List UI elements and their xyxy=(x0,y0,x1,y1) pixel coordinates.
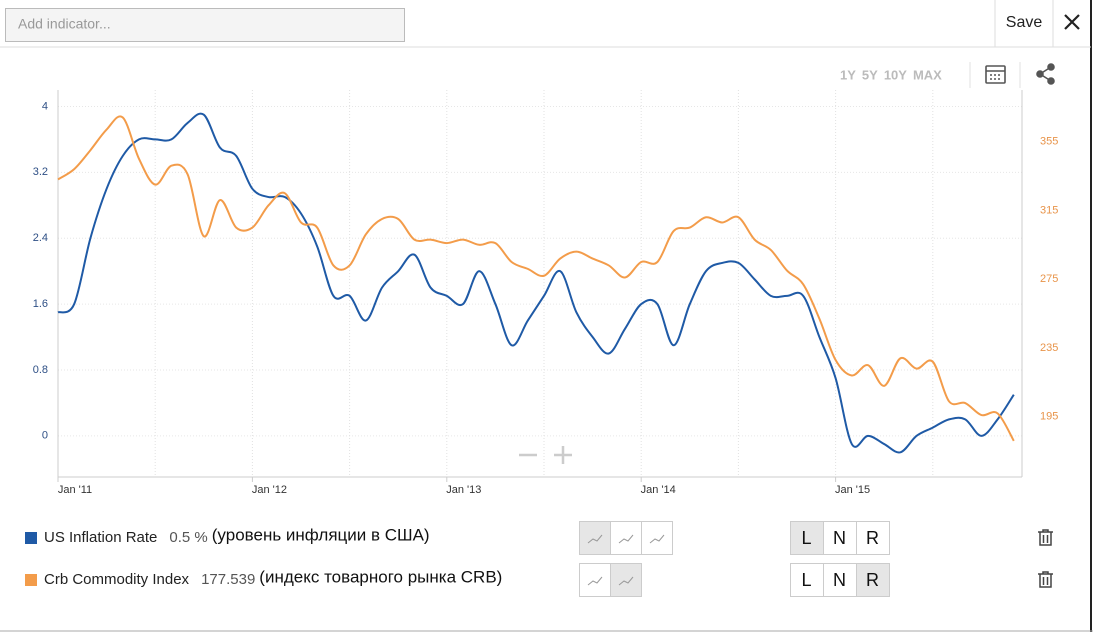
save-button[interactable]: Save xyxy=(1006,14,1043,31)
chart-type-icon xyxy=(587,534,603,544)
legend-annotation: (индекс товарного рынка CRB) xyxy=(259,567,502,586)
axis-button[interactable] xyxy=(823,563,857,597)
chart-type-icon xyxy=(618,534,634,544)
axis-button[interactable] xyxy=(790,563,824,597)
delete-button[interactable] xyxy=(1038,529,1053,546)
axis-button-label: L xyxy=(801,570,811,590)
indicator-input[interactable] xyxy=(5,8,405,42)
x-tick-label: Jan '11 xyxy=(58,484,92,496)
input-placeholder: Add indicator... xyxy=(18,16,111,32)
axis-button-label: N xyxy=(833,570,846,590)
legend-name: Crb Commodity Index xyxy=(44,571,190,588)
series-line xyxy=(57,112,1015,454)
zoom-controls[interactable] xyxy=(519,446,572,464)
axis-button-label: R xyxy=(866,528,879,548)
calendar-icon[interactable] xyxy=(985,65,1006,84)
chart-type-button[interactable] xyxy=(579,521,611,555)
legend-annotation: (уровень инфляции в США) xyxy=(212,525,430,544)
y2-tick-label: 315 xyxy=(1040,204,1058,216)
y-tick-label: 0 xyxy=(42,430,48,442)
chart-type-button[interactable] xyxy=(641,521,673,555)
x-tick-label: Jan '13 xyxy=(446,484,481,496)
close-button[interactable] xyxy=(1064,14,1080,30)
legend: US Inflation Rate 0.5 % (уровень инфляции … xyxy=(25,521,1053,597)
legend-swatch xyxy=(25,532,37,544)
x-tick-label: Jan '12 xyxy=(252,484,287,496)
chart-type-icon xyxy=(618,576,634,586)
chart-type-button[interactable] xyxy=(579,563,611,597)
chart-type-icon xyxy=(649,534,665,544)
series-line xyxy=(57,115,1015,442)
y-tick-label: 4 xyxy=(42,100,48,112)
share-icon[interactable] xyxy=(1036,63,1055,85)
plot: 0 0.8 1.6 2.4 3.2 4 195 235 275 315 355 Jan '11 Jan … xyxy=(33,90,1058,496)
y-tick-label: 1.6 xyxy=(33,298,48,310)
range-button[interactable]: 10Y xyxy=(884,67,907,82)
range-button[interactable]: 5Y xyxy=(862,67,878,82)
range-buttons: 1Y 5Y 10Y MAX xyxy=(840,67,942,82)
axis-button-label: N xyxy=(833,528,846,548)
axis-button[interactable] xyxy=(856,521,890,555)
legend-value: 177.539 xyxy=(201,571,255,588)
range-button[interactable]: 1Y xyxy=(840,67,856,82)
legend-name: US Inflation Rate xyxy=(44,529,157,546)
legend-value: 0.5 % xyxy=(169,529,207,546)
chart-type-icon xyxy=(587,576,603,586)
trash-icon xyxy=(1038,571,1053,588)
range-button[interactable]: MAX xyxy=(913,67,942,82)
delete-button[interactable] xyxy=(1038,571,1053,588)
y2-tick-label: 355 xyxy=(1040,136,1058,148)
axis-button[interactable] xyxy=(823,521,857,555)
axis-button-label: L xyxy=(801,528,811,548)
trash-icon xyxy=(1038,529,1053,546)
y2-tick-label: 235 xyxy=(1040,342,1058,354)
chart-type-button[interactable] xyxy=(610,563,642,597)
x-tick-label: Jan '14 xyxy=(641,484,676,496)
axis-button[interactable] xyxy=(856,563,890,597)
x-tick-label: Jan '15 xyxy=(835,484,870,496)
y2-tick-label: 195 xyxy=(1040,411,1058,423)
legend-swatch xyxy=(25,574,37,586)
y-tick-label: 2.4 xyxy=(33,232,48,244)
y2-tick-label: 275 xyxy=(1040,273,1058,285)
chart-type-button[interactable] xyxy=(610,521,642,555)
y-tick-label: 3.2 xyxy=(33,166,48,178)
axis-button-label: R xyxy=(866,570,879,590)
y-tick-label: 0.8 xyxy=(33,364,48,376)
